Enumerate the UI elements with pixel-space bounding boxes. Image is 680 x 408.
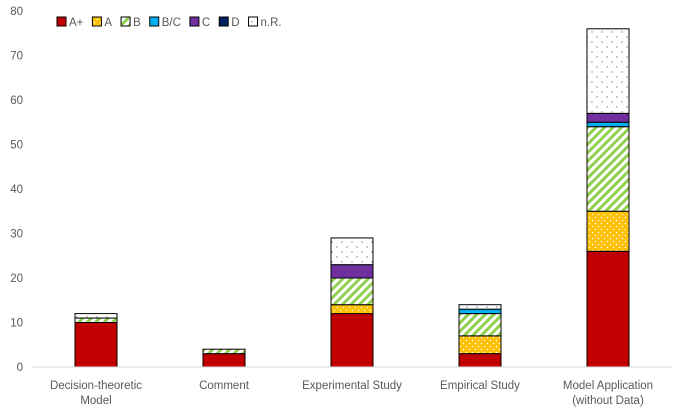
bar-segment-b (202, 348, 246, 355)
x-axis: Decision-theoretic Model Comment Experiment… (50, 380, 653, 407)
legend-swatch-d (218, 16, 229, 27)
bar-segment-n-r (586, 28, 630, 114)
y-tick-label: 70 (10, 51, 23, 63)
bar-segment-a (586, 210, 630, 252)
bar-segment-c (330, 264, 374, 279)
bar-segment-a (330, 304, 374, 315)
bar-segment-a (330, 313, 374, 368)
legend-label-n-r: n.R. (261, 17, 282, 29)
legend-label-a: A (104, 17, 112, 29)
legend-swatch-a (56, 16, 67, 27)
bar-segment-b-c (586, 121, 630, 128)
x-category-label: Experimental Study (302, 380, 402, 392)
bar-segment-b-c (458, 308, 502, 315)
legend-swatch-c (189, 16, 200, 27)
bar-segment-n-r (74, 313, 118, 319)
bars (74, 28, 630, 368)
x-category-label: Decision-theoretic Model (50, 380, 142, 407)
y-tick-label: 80 (10, 6, 23, 18)
legend-swatch-n-r (248, 16, 259, 27)
x-category-label: Empirical Study (440, 380, 520, 392)
legend-label-c: C (202, 17, 210, 29)
bar-segment-b (586, 126, 630, 212)
x-category-label: Comment (199, 380, 250, 392)
y-tick-label: 20 (10, 273, 23, 285)
bar-segment-b (74, 317, 118, 323)
legend-label-b: B (133, 17, 141, 29)
bar-segment-a (458, 353, 502, 368)
legend-swatch-b-c (149, 16, 160, 27)
y-tick-label: 30 (10, 229, 23, 241)
bar-segment-n-r (458, 304, 502, 310)
bar-segment-n-r (330, 237, 374, 266)
bar-segment-c (586, 112, 630, 123)
legend-label-a: A+ (69, 17, 84, 29)
y-tick-label: 40 (10, 184, 23, 196)
legend-swatch-b (120, 16, 131, 27)
bar-segment-b (330, 277, 374, 306)
x-category-label: Model Application (without Data) (563, 380, 653, 407)
legend-label-b-c: B/C (162, 17, 181, 29)
y-tick-label: 60 (10, 95, 23, 107)
y-tick-label: 50 (10, 140, 23, 152)
bar-segment-a (586, 250, 630, 368)
bar-segment-a (74, 322, 118, 368)
legend-label-d: D (231, 17, 239, 29)
legend-swatch-a (91, 16, 102, 27)
bar-segment-a (458, 335, 502, 355)
bar-segment-b (458, 313, 502, 337)
y-tick-label: 10 (10, 318, 23, 330)
y-axis: 0 10 20 30 40 50 60 70 80 (10, 6, 23, 374)
y-tick-label: 0 (17, 362, 23, 374)
bar-segment-a (202, 353, 246, 368)
